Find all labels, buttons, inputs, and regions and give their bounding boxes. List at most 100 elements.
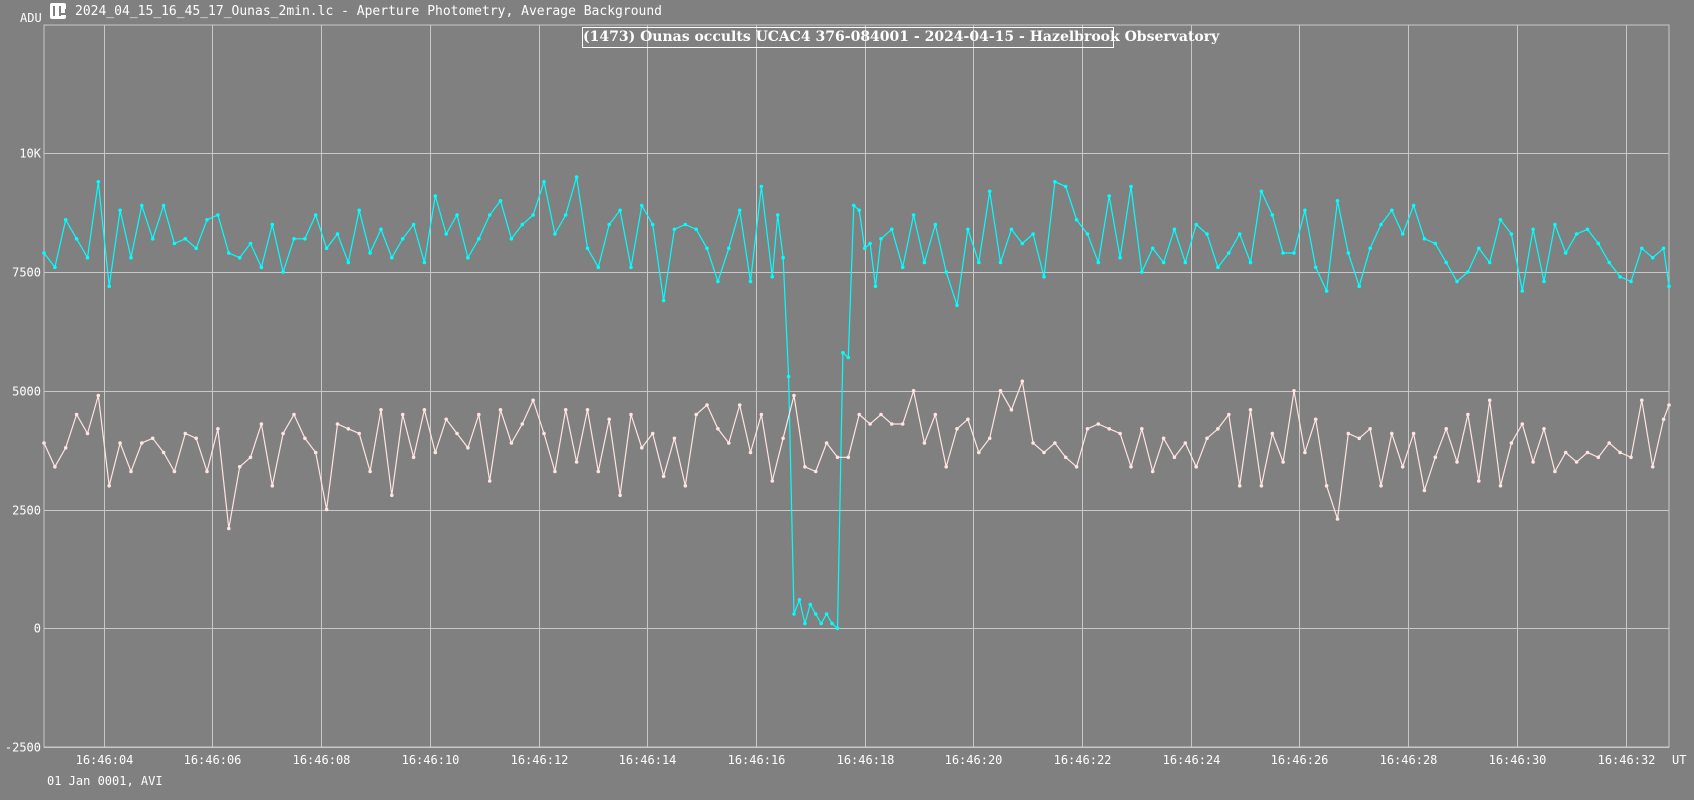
- series-2-point: [520, 422, 525, 426]
- series-1-point: [650, 222, 655, 227]
- x-tick-label: 16:46:20: [945, 753, 1003, 767]
- series-1-point: [607, 222, 611, 227]
- series-1-point: [835, 626, 840, 631]
- series-2-point: [270, 484, 275, 488]
- series-2-point: [1129, 465, 1133, 469]
- series-1-point: [531, 213, 535, 217]
- series-2-point: [1270, 431, 1275, 436]
- series-1-point: [357, 208, 362, 213]
- series-2-point: [303, 436, 307, 441]
- series-1-point: [819, 621, 823, 626]
- series-1-point: [1324, 289, 1329, 293]
- series-1-point: [498, 199, 503, 203]
- series-1-point: [596, 265, 601, 270]
- series-2-point: [1248, 408, 1253, 412]
- series-1-point: [922, 260, 927, 265]
- series-2-point: [759, 412, 764, 417]
- series-2-point: [1400, 465, 1405, 469]
- x-tick-label: 16:46:10: [402, 753, 460, 767]
- series-2-point: [118, 441, 122, 445]
- series-2-point: [618, 493, 622, 498]
- series-2-point: [411, 455, 416, 460]
- series-2-point: [1531, 460, 1535, 464]
- series-1-point: [977, 260, 981, 265]
- series-2-point: [1596, 455, 1601, 460]
- series-1-point: [216, 213, 220, 217]
- series-2-point: [1053, 441, 1057, 445]
- series-1-point: [1585, 227, 1590, 232]
- series-2-point: [1118, 431, 1122, 436]
- series-1-point: [281, 270, 285, 274]
- series-1-point: [1140, 270, 1144, 274]
- x-tick-label: 16:46:16: [728, 753, 786, 767]
- series-1-point: [563, 213, 568, 217]
- x-tick-label: 16:46:12: [511, 753, 569, 767]
- series-2-point: [770, 479, 775, 483]
- series-1-point: [803, 621, 807, 626]
- series-1-point: [313, 213, 318, 217]
- series-1-point: [1335, 199, 1340, 203]
- series-2-point: [1063, 455, 1068, 460]
- series-1-point: [324, 246, 329, 251]
- series-1-point: [466, 255, 470, 260]
- series-2-point: [444, 417, 449, 422]
- series-1-point: [868, 241, 872, 246]
- series-2-point: [1390, 431, 1394, 436]
- series-2-point: [183, 431, 188, 436]
- series-1-point: [1031, 232, 1035, 236]
- series-1-point: [379, 227, 383, 232]
- series-2-point: [107, 484, 111, 488]
- series-1-point: [129, 255, 133, 260]
- series-1-point: [873, 284, 878, 289]
- series-2-point: [531, 398, 535, 403]
- series-2-point: [1466, 412, 1470, 417]
- series-1-point: [1477, 246, 1481, 251]
- series-1-point: [1531, 227, 1535, 232]
- series-1-point: [1368, 246, 1372, 251]
- series-2-point: [1303, 450, 1307, 455]
- series-1-point: [172, 241, 177, 246]
- series-2-point: [748, 450, 753, 455]
- series-2-point: [1335, 517, 1340, 521]
- series-2-point: [1140, 427, 1144, 431]
- series-2-point: [63, 446, 68, 450]
- series-2-point: [737, 403, 742, 407]
- series-2-point: [1661, 417, 1666, 422]
- series-2-point: [716, 427, 720, 431]
- series-2-point: [1667, 403, 1671, 407]
- series-2-point: [259, 422, 264, 426]
- y-tick-label: 7500: [12, 266, 41, 280]
- series-1-point: [74, 237, 79, 241]
- series-2-point: [172, 469, 177, 474]
- series-1-point: [444, 232, 449, 236]
- series-1-point: [1422, 237, 1427, 241]
- series-2-point: [194, 436, 198, 441]
- series-1-point: [661, 298, 666, 303]
- series-2-point: [1487, 398, 1492, 403]
- series-2-point: [727, 441, 731, 445]
- y-tick-label: 10K: [19, 147, 41, 161]
- series-1-point: [824, 612, 829, 616]
- series-1-point: [161, 203, 166, 208]
- series-1-point: [1618, 275, 1622, 279]
- series-1-point: [1281, 251, 1285, 255]
- series-1-point: [727, 246, 731, 251]
- series-1-point: [227, 251, 231, 255]
- series-1-point: [1357, 284, 1361, 289]
- series-2-point: [96, 393, 101, 398]
- series-1-point: [1259, 189, 1264, 194]
- x-tick-label: 16:46:28: [1380, 753, 1438, 767]
- series-2-point: [585, 408, 590, 412]
- series-1-point: [737, 208, 742, 213]
- series-1-point: [118, 208, 122, 213]
- series-2-point: [672, 436, 677, 441]
- series-1-point: [1216, 265, 1220, 270]
- series-2-point: [1281, 460, 1285, 464]
- series-2-point: [216, 427, 220, 431]
- series-1-point: [346, 260, 351, 265]
- series-2-point: [379, 408, 383, 412]
- series-1-point: [585, 246, 590, 251]
- series-2-point: [74, 412, 79, 417]
- series-2-point: [498, 408, 503, 412]
- series-2-point: [1194, 465, 1198, 469]
